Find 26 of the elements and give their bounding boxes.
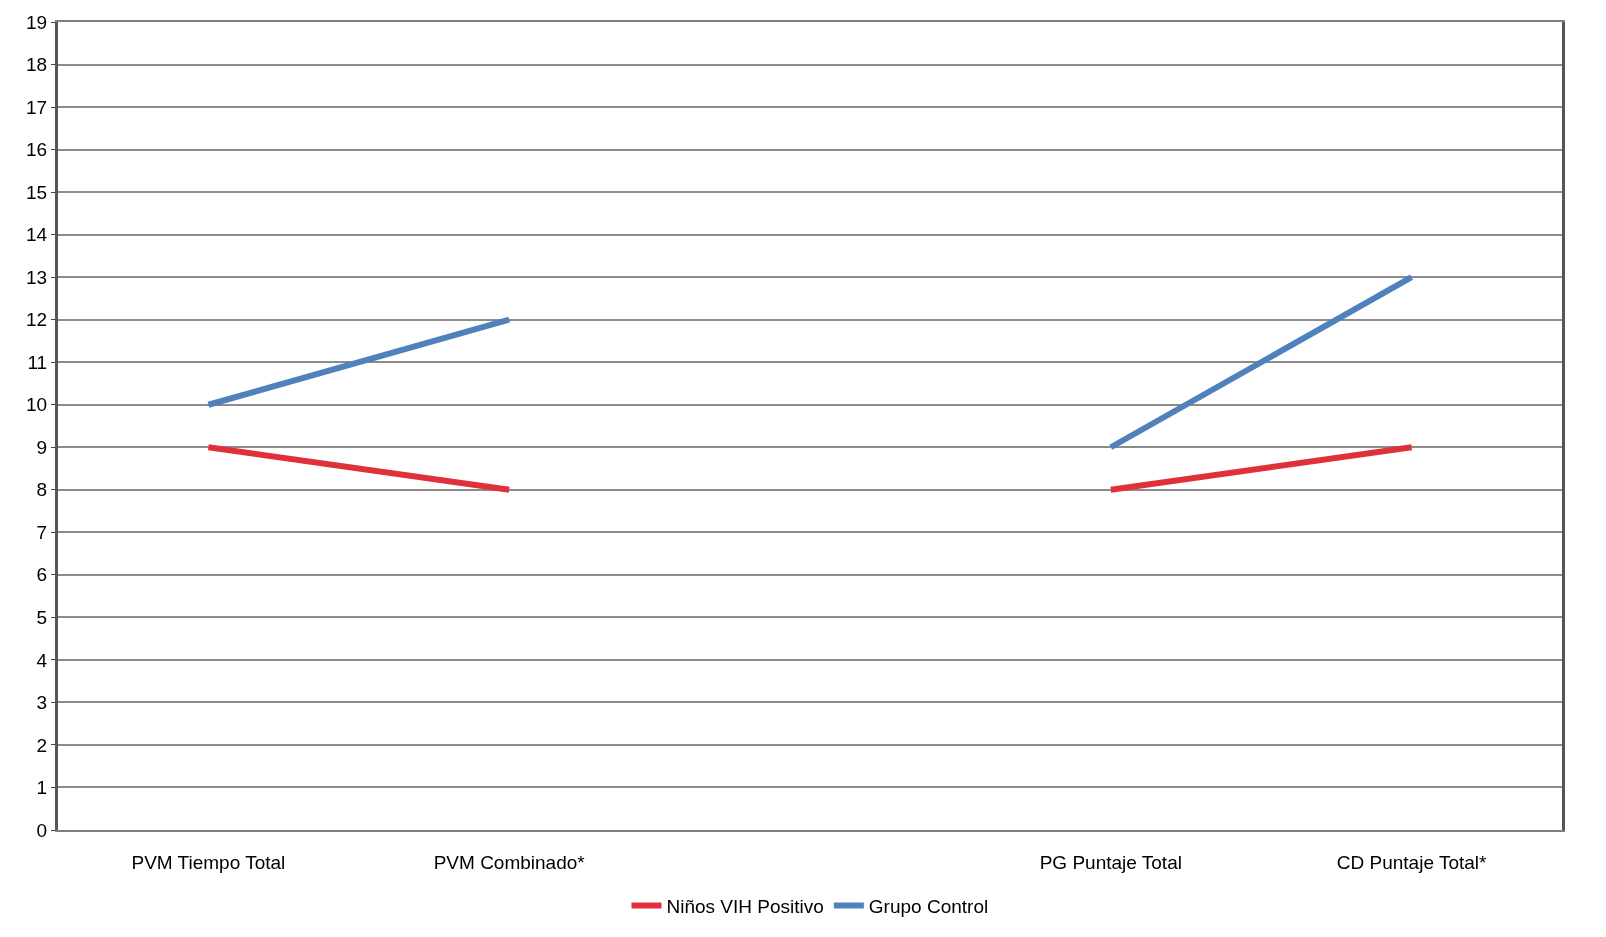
x-tick-label: PVM Combinado* xyxy=(433,851,586,873)
y-tick-label: 5 xyxy=(36,607,48,629)
legend-label: Grupo Control xyxy=(868,895,989,917)
y-tick-label: 10 xyxy=(26,394,48,416)
y-tick-label: 11 xyxy=(27,351,48,373)
y-tick-label: 16 xyxy=(26,139,48,161)
y-tick-label: 2 xyxy=(36,734,48,756)
y-tick-label: 14 xyxy=(26,224,48,246)
y-tick-label: 13 xyxy=(26,266,48,288)
legend-label: Niños VIH Positivo xyxy=(666,895,824,917)
y-tick-label: 19 xyxy=(26,11,48,33)
x-tick-label: CD Puntaje Total* xyxy=(1336,851,1488,873)
y-tick-label: 1 xyxy=(36,777,48,799)
y-tick-label: 12 xyxy=(26,309,48,331)
y-tick-label: 8 xyxy=(36,479,48,501)
x-tick-label: PG Puntaje Total xyxy=(1039,851,1182,873)
x-tick-label: PVM Tiempo Total xyxy=(131,851,286,873)
y-tick-label: 9 xyxy=(36,436,48,458)
y-tick-label: 0 xyxy=(36,819,48,841)
y-tick-label: 18 xyxy=(26,54,48,76)
y-tick-label: 4 xyxy=(36,649,48,671)
y-tick-label: 15 xyxy=(26,181,48,203)
y-tick-label: 6 xyxy=(36,564,48,586)
y-tick-label: 17 xyxy=(26,96,48,118)
y-tick-label: 3 xyxy=(36,692,48,714)
y-tick-label: 7 xyxy=(36,521,48,543)
